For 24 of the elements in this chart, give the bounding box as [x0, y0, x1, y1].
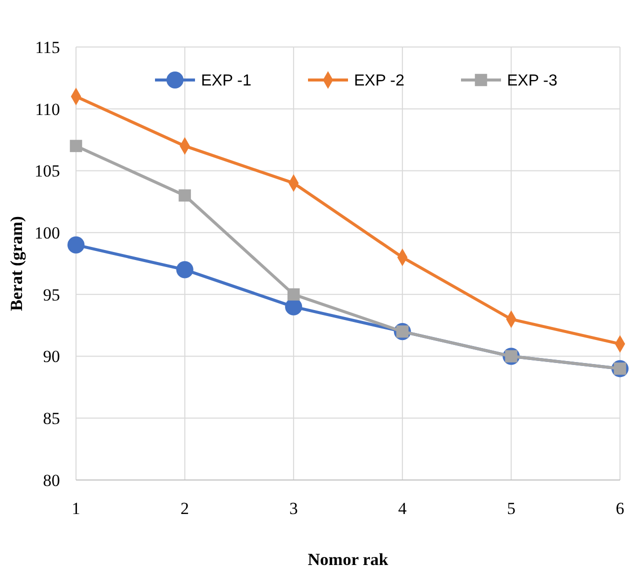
- legend-label: EXP -2: [354, 72, 404, 90]
- y-tick-label: 105: [34, 162, 60, 181]
- point: [67, 236, 85, 254]
- x-tick-label: 1: [72, 499, 80, 518]
- x-tick-label: 6: [616, 499, 624, 518]
- y-tick-label: 100: [34, 224, 60, 243]
- y-tick-label: 115: [35, 38, 60, 57]
- y-axis-title: Berat (gram): [7, 216, 26, 311]
- x-tick-label: 2: [180, 499, 190, 518]
- x-tick-label: 5: [506, 499, 516, 518]
- point: [287, 288, 300, 301]
- point: [70, 140, 82, 152]
- y-tick-label: 80: [43, 470, 60, 490]
- point: [176, 261, 194, 278]
- y-tick-label: 90: [43, 347, 60, 366]
- x-axis-title: Nomor rak: [308, 550, 389, 569]
- point: [178, 189, 191, 202]
- y-tick-label: 110: [35, 100, 60, 119]
- legend-label: EXP -1: [201, 72, 252, 90]
- y-tick-label: 95: [43, 285, 60, 304]
- legend-label: EXP -3: [507, 72, 558, 90]
- x-tick-label: 4: [398, 499, 408, 518]
- x-tick-label: 3: [289, 499, 298, 518]
- y-tick-label: 85: [43, 409, 60, 428]
